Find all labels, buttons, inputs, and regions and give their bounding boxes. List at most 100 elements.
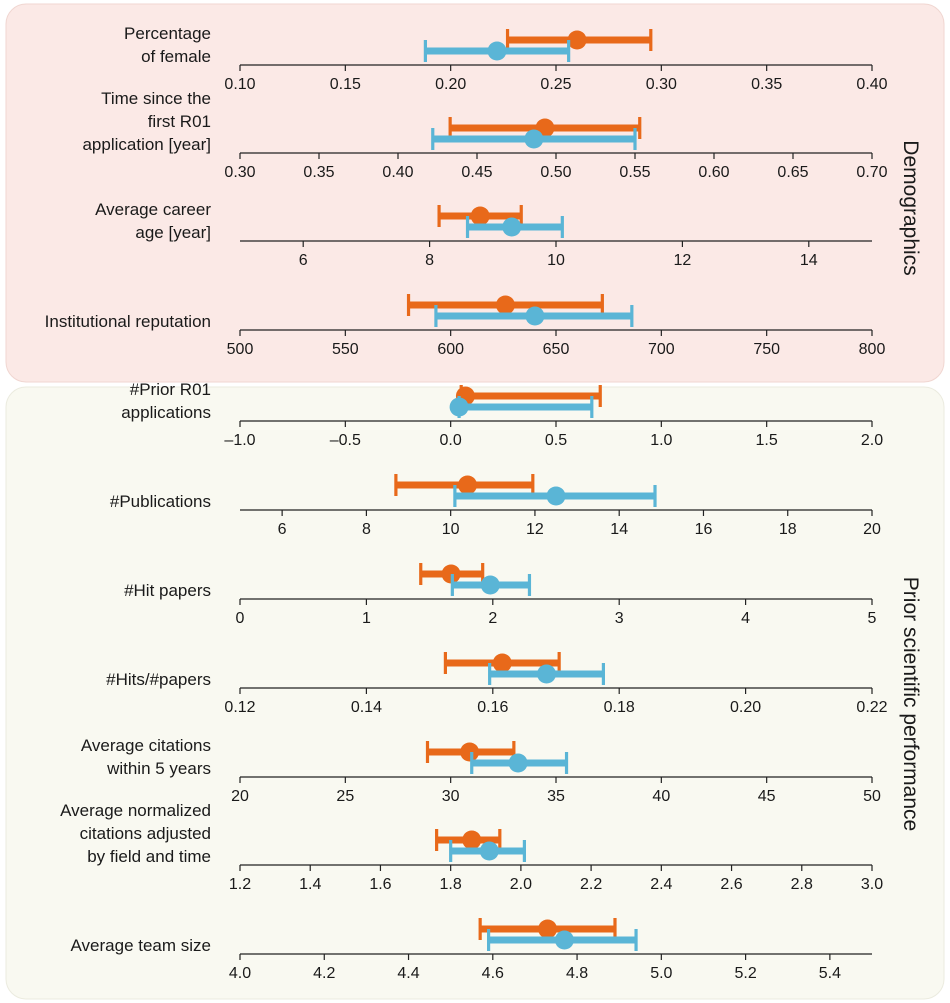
- x-tick-label: 6: [299, 252, 308, 269]
- x-tick-label: 600: [437, 341, 464, 358]
- mean-point-blue: [449, 397, 469, 417]
- row-label: Percentage: [124, 24, 211, 43]
- row-label: #Publications: [110, 492, 211, 511]
- x-tick-label: 45: [758, 788, 776, 805]
- mean-point-blue: [502, 217, 522, 237]
- x-tick-label: 0.14: [351, 699, 382, 716]
- x-tick-label: 4.6: [482, 965, 504, 982]
- x-tick-label: 0.18: [604, 699, 635, 716]
- x-tick-label: 0.5: [545, 432, 567, 449]
- x-tick-label: 0.55: [619, 164, 650, 181]
- mean-point-blue: [537, 664, 557, 684]
- demographics-panel: [5, 3, 945, 383]
- x-tick-label: 0.25: [540, 76, 571, 93]
- mean-point-orange: [538, 919, 558, 939]
- x-tick-label: 5.4: [819, 965, 841, 982]
- x-tick-label: 50: [863, 788, 881, 805]
- row-2: 6 8 10 12 14 Average career age [year]: [95, 200, 872, 269]
- x-tick-label: 2.4: [650, 876, 672, 893]
- x-tick-label: 2.2: [580, 876, 602, 893]
- mean-point-orange: [460, 742, 480, 762]
- x-tick-label: 0.40: [856, 76, 887, 93]
- row-label: #Prior R01: [130, 380, 211, 399]
- x-tick-label: 5.2: [734, 965, 756, 982]
- x-tick-label: 25: [336, 788, 354, 805]
- x-tick-label: 0.60: [698, 164, 729, 181]
- x-tick-label: 20: [863, 521, 881, 538]
- row-label: Time since the: [101, 89, 211, 108]
- x-tick-label: 40: [652, 788, 670, 805]
- x-tick-label: 1.6: [369, 876, 391, 893]
- x-tick-label: 14: [610, 521, 628, 538]
- x-tick-label: 5: [868, 610, 877, 627]
- x-tick-label: 4.4: [397, 965, 419, 982]
- mean-point-blue: [508, 753, 528, 773]
- row-0: 0.10 0.15 0.20 0.25 0.30 0.35 0.40 Percentage of…: [124, 24, 888, 93]
- group-label-demographics: Demographics: [899, 140, 922, 275]
- x-tick-label: 12: [674, 252, 692, 269]
- row-5: 6 8 10 12 14 16 18 20 #Publications: [110, 474, 881, 538]
- mean-point-orange: [495, 295, 515, 315]
- x-tick-label: 2.0: [861, 432, 883, 449]
- row-4: –1.0 –0.5 0.0 0.5 1.0 1.5 2.0 #Prior R01 applica…: [121, 380, 883, 449]
- x-tick-label: 1.5: [756, 432, 778, 449]
- row-3: 500 550 600 650 700 750 800 Institutional reput…: [45, 294, 886, 358]
- row-label: age [year]: [135, 223, 211, 242]
- mean-point-blue: [487, 41, 507, 61]
- row-label: application [year]: [82, 135, 211, 154]
- x-tick-label: 0.40: [382, 164, 413, 181]
- x-tick-label: 1.4: [299, 876, 321, 893]
- row-label: #Hits/#papers: [106, 670, 211, 689]
- x-tick-label: 2.8: [791, 876, 813, 893]
- mean-point-orange: [567, 30, 587, 50]
- x-tick-label: 4.8: [566, 965, 588, 982]
- x-tick-label: 800: [859, 341, 886, 358]
- mean-point-blue: [546, 486, 566, 506]
- x-tick-label: 1.8: [440, 876, 462, 893]
- x-tick-label: 2.6: [720, 876, 742, 893]
- row-label: Average team size: [71, 936, 211, 955]
- x-tick-label: 550: [332, 341, 359, 358]
- x-tick-label: 1.0: [650, 432, 672, 449]
- x-tick-label: 10: [442, 521, 460, 538]
- x-tick-label: 4.0: [229, 965, 251, 982]
- row-label: #Hit papers: [124, 581, 211, 600]
- x-tick-label: 14: [800, 252, 818, 269]
- x-tick-label: 0.30: [646, 76, 677, 93]
- x-tick-label: 20: [231, 788, 249, 805]
- row-1: 0.30 0.35 0.40 0.45 0.50 0.55 0.60 0.65 0.70 Time…: [82, 89, 887, 181]
- forest-plot-rows: 0.10 0.15 0.20 0.25 0.30 0.35 0.40 Percentage of…: [45, 24, 888, 982]
- x-tick-label: 0.45: [461, 164, 492, 181]
- x-tick-label: 10: [547, 252, 565, 269]
- x-tick-label: 5.0: [650, 965, 672, 982]
- row-label: Average career: [95, 200, 211, 219]
- x-tick-label: 700: [648, 341, 675, 358]
- x-tick-label: 0.20: [730, 699, 761, 716]
- row-8: 20 25 30 35 40 45 50 Average citations within 5 …: [81, 736, 881, 805]
- x-tick-label: 3: [615, 610, 624, 627]
- x-tick-label: 35: [547, 788, 565, 805]
- row-label: Average normalized: [60, 801, 211, 820]
- x-tick-label: 650: [543, 341, 570, 358]
- row-label: Institutional reputation: [45, 312, 211, 331]
- row-6: 0 1 2 3 4 5 #Hit papers: [124, 563, 877, 627]
- mean-point-orange: [458, 475, 478, 495]
- row-label: within 5 years: [106, 759, 211, 778]
- x-tick-label: 0.35: [303, 164, 334, 181]
- scientific-performance-panel: [5, 386, 945, 1000]
- x-tick-label: 30: [442, 788, 460, 805]
- x-tick-label: 8: [362, 521, 371, 538]
- x-tick-label: 0.0: [440, 432, 462, 449]
- x-tick-label: 12: [526, 521, 544, 538]
- mean-point-orange: [492, 653, 512, 673]
- x-tick-label: 3.0: [861, 876, 883, 893]
- x-tick-label: 500: [227, 341, 254, 358]
- x-tick-label: –1.0: [224, 432, 255, 449]
- x-tick-label: 750: [753, 341, 780, 358]
- x-tick-label: 4.2: [313, 965, 335, 982]
- x-tick-label: –0.5: [330, 432, 361, 449]
- x-tick-label: 0.12: [224, 699, 255, 716]
- x-tick-label: 2: [488, 610, 497, 627]
- row-label: citations adjusted: [80, 824, 211, 843]
- x-tick-label: 0: [236, 610, 245, 627]
